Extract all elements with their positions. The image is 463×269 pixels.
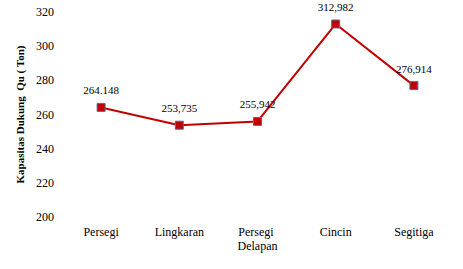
svg-text:276,914: 276,914 (396, 63, 432, 75)
svg-text:300: 300 (36, 39, 54, 53)
svg-text:Segitiga: Segitiga (394, 225, 434, 239)
svg-text:220: 220 (36, 176, 54, 190)
svg-text:Cincin: Cincin (320, 225, 352, 239)
svg-text:Persegi: Persegi (238, 225, 276, 239)
svg-text:Kapasitas Dukung Qu ( Ton): Kapasitas Dukung Qu ( Ton) (14, 45, 27, 183)
svg-text:312,982: 312,982 (318, 1, 354, 13)
svg-text:264.148: 264.148 (83, 84, 119, 96)
svg-text:Delapan: Delapan (238, 239, 278, 253)
svg-text:200: 200 (36, 210, 54, 224)
svg-text:Persegi: Persegi (83, 225, 119, 239)
svg-text:255,942: 255,942 (240, 98, 276, 110)
svg-text:Lingkaran: Lingkaran (155, 225, 204, 239)
svg-text:253,735: 253,735 (161, 102, 197, 114)
svg-text:320: 320 (36, 5, 54, 19)
svg-text:240: 240 (36, 142, 54, 156)
svg-text:280: 280 (36, 73, 54, 87)
svg-text:260: 260 (36, 108, 54, 122)
